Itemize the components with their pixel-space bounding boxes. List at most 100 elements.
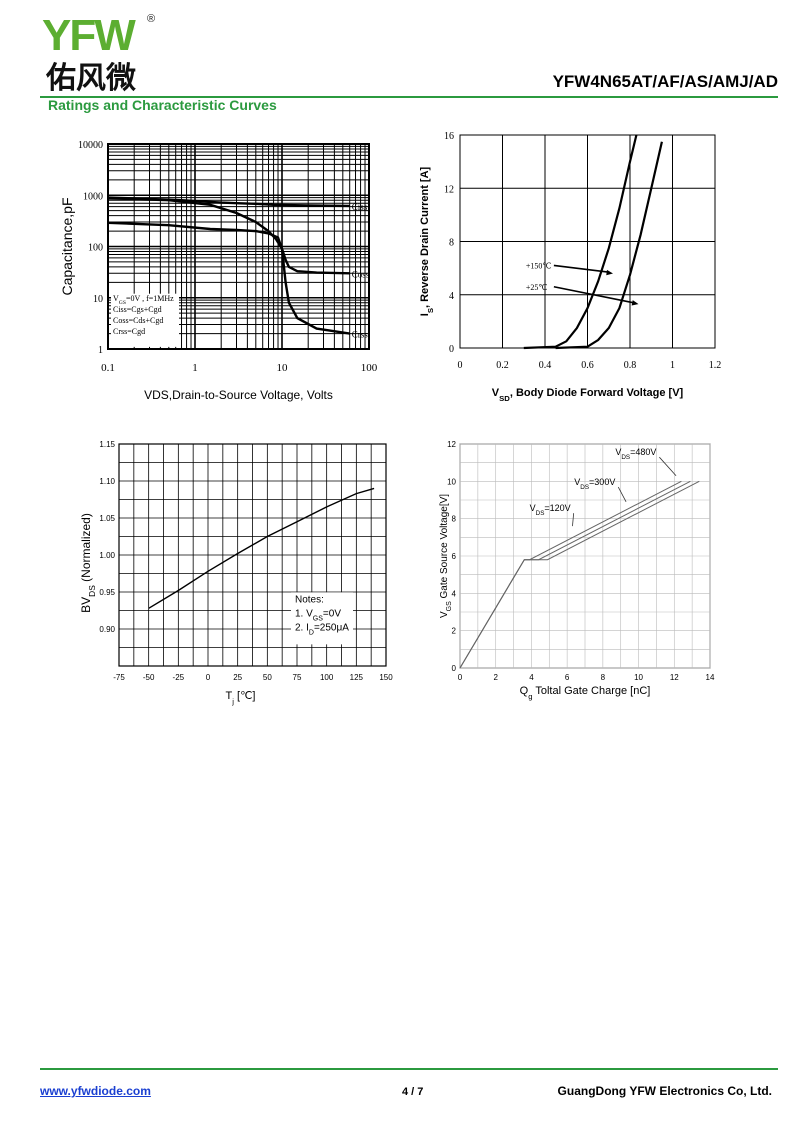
legend-entry: Ciss=Cgs+Cgd: [113, 305, 162, 314]
section-title: Ratings and Characteristic Curves: [48, 97, 277, 113]
y-axis-label: IS, Reverse Drain Current [A]: [419, 166, 435, 316]
x-tick-label: 0.6: [581, 360, 594, 371]
y-tick-label: 1: [98, 345, 103, 356]
series-label: Ciss: [352, 202, 368, 212]
yfw-logo: YFW ® 佑风微: [42, 11, 155, 95]
body-diode-chart: 0 0.2 0.4 0.6 0.8 1 1.2 0 4 8 12 16 +150℃ +25℃ VSD, Bo…: [419, 131, 722, 403]
series-label: Coss: [352, 269, 370, 279]
y-tick-label: 100: [88, 243, 103, 254]
x-tick-label: 25: [233, 673, 242, 682]
company-name: GuangDong YFW Electronics Co, Ltd.: [557, 1084, 772, 1098]
annotation-arrowhead: [631, 300, 639, 306]
legend-entry: Crss=Cgd: [113, 327, 145, 336]
x-tick-label: 2: [493, 673, 498, 682]
x-tick-label: -75: [113, 673, 125, 682]
y-tick-label: 10: [93, 294, 103, 305]
annotation-line: [659, 456, 677, 477]
series-label: +150℃: [526, 261, 552, 270]
logo-registered-mark: ®: [147, 13, 155, 25]
x-tick-label: 100: [361, 362, 378, 374]
series-label: Crss: [352, 330, 369, 340]
annotation-arrowhead: [606, 269, 613, 276]
y-tick-label: 12: [444, 184, 454, 195]
annotation-line: [617, 486, 627, 503]
y-axis-label: Capacitance,pF: [59, 197, 75, 295]
y-tick-label: 0: [449, 344, 454, 355]
x-tick-label: 10: [277, 362, 289, 374]
series-label: +25℃: [526, 283, 548, 292]
x-tick-label: 100: [320, 673, 334, 682]
x-tick-label: 12: [670, 673, 679, 682]
logo-text: YFW: [42, 11, 136, 60]
x-axis-label: Qg Toltal Gate Charge [nC]: [520, 685, 651, 701]
x-tick-label: 0.1: [101, 362, 115, 374]
notes-line: 2. ID=250μA: [295, 622, 349, 636]
header-divider: [40, 96, 778, 98]
x-tick-label: 6: [565, 673, 570, 682]
series-label: VDS=480V: [615, 447, 656, 461]
website-link[interactable]: www.yfwdiode.com: [40, 1084, 151, 1098]
y-tick-label: 4: [449, 291, 454, 302]
y-tick-label: 6: [452, 552, 457, 561]
x-axis-label: VSD, Body Diode Forward Voltage [V]: [492, 387, 684, 403]
series-label: VDS=120V: [530, 503, 571, 517]
x-axis-label: VDS,Drain-to-Source Voltage, Volts: [144, 388, 333, 402]
x-tick-label: 0: [206, 673, 211, 682]
series-line: [107, 197, 350, 275]
x-tick-label: 14: [706, 673, 715, 682]
x-tick-label: 8: [601, 673, 606, 682]
x-tick-label: 4: [529, 673, 534, 682]
legend-box: [111, 293, 179, 347]
x-tick-label: 0.4: [539, 360, 552, 371]
x-tick-label: 150: [379, 673, 393, 682]
notes-line: 1. VGS=0V: [295, 608, 341, 622]
y-tick-label: 1.00: [99, 551, 115, 560]
series-line: [555, 141, 663, 350]
y-tick-label: 0.90: [99, 625, 115, 634]
series-label: VDS=300V: [574, 477, 615, 491]
legend-entry: Coss=Cds+Cgd: [113, 316, 163, 325]
y-tick-label: 1.10: [99, 477, 115, 486]
annotation-line: [572, 513, 575, 527]
page-number: 4 / 7: [402, 1086, 424, 1098]
y-tick-label: 4: [452, 589, 457, 598]
x-tick-label: 1: [192, 362, 198, 374]
series-line: [107, 221, 350, 335]
x-tick-label: 75: [293, 673, 302, 682]
y-tick-label: 0.95: [99, 588, 115, 597]
x-tick-label: 0.2: [496, 360, 509, 371]
breakdown-voltage-chart: -75 -50 -25 0 25 50 75 100 125 150 0.90 0.95 1.00 1.0…: [79, 440, 393, 706]
annotation-arrow: [553, 285, 633, 304]
x-axis-label: Tj [℃]: [226, 690, 256, 706]
x-tick-label: 0: [458, 673, 463, 682]
part-number-title: YFW4N65AT/AF/AS/AMJ/AD: [552, 72, 778, 91]
x-tick-label: -25: [173, 673, 185, 682]
x-tick-label: 125: [350, 673, 364, 682]
series-line: [459, 480, 700, 669]
y-tick-label: 8: [452, 515, 457, 524]
y-tick-label: 1000: [83, 191, 103, 202]
y-tick-label: 12: [447, 440, 456, 449]
y-tick-label: 1.05: [99, 514, 115, 523]
x-tick-label: 10: [634, 673, 643, 682]
notes-box: [291, 592, 353, 645]
x-tick-label: 1: [670, 360, 675, 371]
x-tick-label: 1.2: [709, 360, 722, 371]
series-line: [148, 487, 375, 609]
x-tick-label: -50: [143, 673, 155, 682]
annotation-arrow: [553, 264, 608, 273]
notes-title: Notes:: [295, 594, 324, 605]
x-tick-label: 0: [458, 360, 463, 371]
y-tick-label: 2: [452, 627, 457, 636]
y-tick-label: 0: [452, 664, 457, 673]
footer-divider: [40, 1068, 778, 1070]
legend-entry: VGS=0V , f=1MHz: [113, 294, 174, 306]
y-tick-label: 16: [444, 131, 454, 142]
y-axis-label: VGS Gate Source Voltage[V]: [439, 494, 453, 618]
logo-chinese-text: 佑风微: [45, 61, 136, 95]
y-tick-label: 10: [447, 477, 456, 486]
x-tick-label: 50: [263, 673, 272, 682]
y-tick-label: 10000: [78, 140, 103, 151]
